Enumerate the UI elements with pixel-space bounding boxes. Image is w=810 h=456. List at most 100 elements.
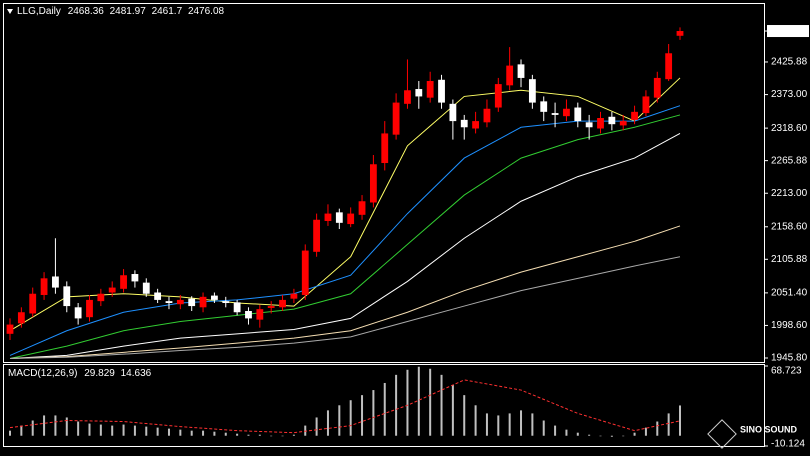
macd-bar: [451, 384, 454, 436]
macd-bar: [610, 435, 613, 437]
macd-bar: [179, 429, 182, 436]
macd-bar: [122, 424, 125, 436]
candle-body: [142, 282, 150, 294]
macd-bar: [54, 415, 57, 436]
ohlc-low: 2461.7: [152, 6, 183, 17]
candle-body: [460, 119, 468, 128]
candle-body: [494, 84, 502, 108]
macd-bar: [77, 421, 80, 436]
candle-body: [676, 31, 684, 36]
macd-bar: [576, 432, 579, 436]
macd-bar: [326, 410, 329, 436]
candle-body: [653, 77, 661, 98]
macd-bar: [644, 427, 647, 436]
candle-body: [199, 296, 207, 308]
y-tick-label: 2051.40: [771, 288, 808, 299]
watermark: SINO SOUND: [707, 419, 798, 449]
candle-body: [483, 108, 491, 123]
moving-average: [9, 256, 681, 359]
candle-body: [426, 81, 434, 98]
candle-body: [597, 118, 604, 129]
macd-bar: [258, 434, 261, 436]
macd-bar: [281, 435, 284, 437]
candle-body: [563, 108, 570, 117]
macd-bar: [679, 405, 681, 436]
macd-bar: [167, 428, 170, 436]
macd-bar: [508, 413, 511, 436]
macd-bar: [111, 425, 114, 436]
logo-diamond: [707, 419, 737, 449]
y-tick-label: 2476.08: [771, 26, 808, 37]
candle-body: [267, 306, 275, 308]
candle-body: [665, 53, 673, 80]
macd-bar: [349, 400, 352, 436]
current-price-box: [767, 25, 809, 38]
y-tick-label: 2265.88: [771, 155, 808, 166]
moving-average: [9, 77, 681, 332]
macd-signal: 14.636: [121, 368, 152, 379]
macd-bar: [43, 415, 46, 436]
candle-body: [313, 219, 321, 252]
ohlc-high: 2481.97: [110, 6, 147, 17]
candle-body: [301, 250, 309, 295]
candle-body: [17, 312, 25, 324]
candle-body: [120, 275, 127, 289]
macd-bar: [542, 420, 545, 436]
macd-bar: [474, 405, 477, 436]
macd-bar: [485, 413, 488, 436]
header: LLG,Daily 2468.36 2481.97 2461.7 2476.08: [17, 6, 225, 17]
macd-bar: [588, 434, 591, 436]
candle-body: [154, 292, 162, 300]
macd-bar: [656, 421, 659, 436]
candle-body: [585, 122, 593, 128]
macd-bar: [361, 395, 364, 436]
macd-bar: [531, 413, 534, 436]
macd-bar: [599, 435, 602, 437]
macd-bar: [292, 434, 295, 436]
macd-bar: [156, 427, 159, 436]
candle-body: [97, 293, 105, 302]
macd-bar: [65, 417, 68, 436]
y-tick-label: 2213.00: [771, 188, 808, 199]
candle-body: [631, 111, 638, 120]
macd-bar: [213, 431, 216, 436]
candle-body: [506, 65, 514, 86]
macd-bar: [247, 434, 250, 436]
macd-bar: [554, 425, 557, 436]
macd-bar: [667, 413, 670, 436]
macd-bar: [406, 369, 409, 436]
macd-bar: [190, 430, 193, 436]
macd-bar: [520, 410, 523, 436]
moving-average: [9, 225, 681, 359]
macd-bar: [395, 374, 398, 436]
macd-bar: [440, 374, 443, 436]
candle-body: [290, 293, 298, 299]
candle-body: [222, 301, 230, 303]
macd-bar: [338, 405, 341, 436]
candle-body: [211, 295, 218, 300]
candle-body: [392, 102, 400, 135]
y-tick-label: 2373.00: [771, 89, 808, 100]
candle-body: [415, 89, 423, 97]
watermark-text: SINO SOUND: [740, 424, 798, 434]
macd-main: 29.829: [84, 368, 115, 379]
candle-body: [74, 307, 82, 319]
candle-body: [540, 101, 548, 112]
macd-tick-label: 68.723: [771, 366, 802, 377]
macd-bar: [383, 382, 386, 436]
candle-body: [642, 96, 650, 114]
candle-body: [40, 278, 48, 295]
macd-bar: [145, 426, 148, 436]
y-tick-label: 1998.60: [771, 320, 808, 331]
candle-body: [279, 299, 286, 308]
candle-body: [165, 301, 173, 303]
candle-body: [449, 103, 457, 122]
y-tick-label: 2425.88: [771, 57, 808, 68]
macd-bar: [463, 395, 466, 436]
macd-bar: [88, 423, 91, 436]
macd-bar: [270, 435, 273, 437]
candle-body: [6, 324, 14, 334]
macd-bar: [497, 415, 500, 436]
